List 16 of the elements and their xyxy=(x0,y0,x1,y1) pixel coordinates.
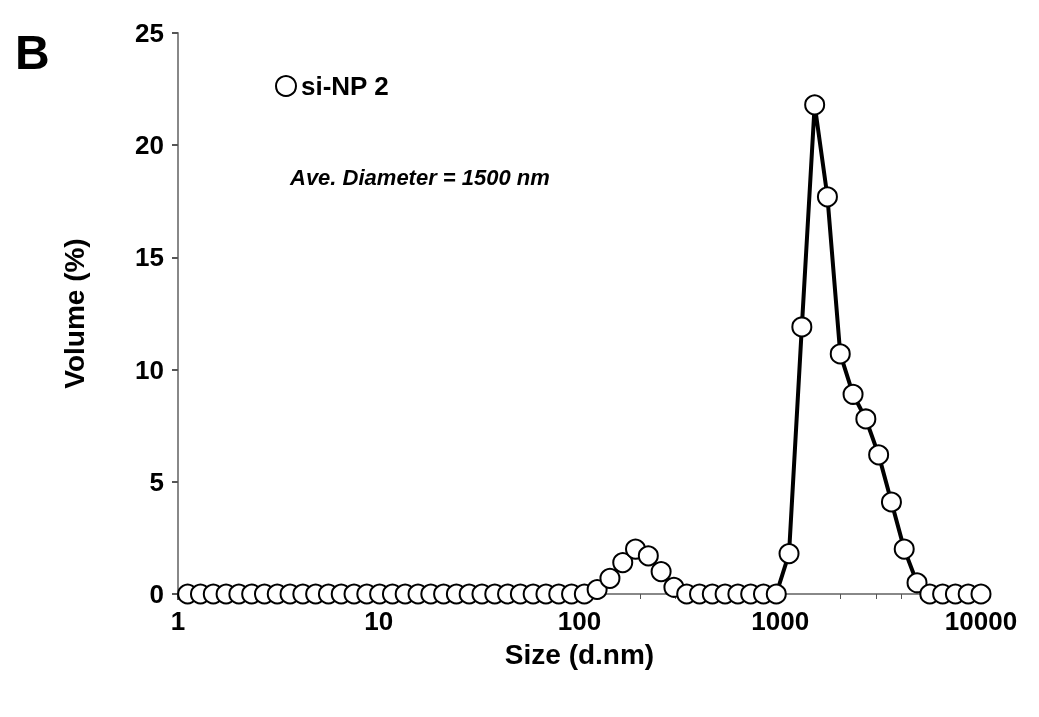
y-tick-label: 15 xyxy=(135,242,164,273)
y-tick-label: 0 xyxy=(149,579,164,609)
x-tick-label: 1 xyxy=(170,606,186,636)
annotation: Ave. Diameter = 1500 nm xyxy=(289,164,550,190)
y-axis-title: Volume (%) xyxy=(58,238,90,389)
y-tick-label: 20 xyxy=(135,130,164,161)
x-tick-label: 10000 xyxy=(944,606,1018,636)
x-tick-label: 10 xyxy=(364,606,394,636)
y-tick-label: 5 xyxy=(149,466,164,497)
x-tick-label: 100 xyxy=(557,606,602,636)
legend-label: si-NP 2 xyxy=(301,71,389,101)
y-tick-label: 10 xyxy=(135,354,164,385)
y-tick-label: 25 xyxy=(135,18,164,48)
x-axis-title: Size (d.nm) xyxy=(504,638,655,670)
x-tick-label: 1000 xyxy=(751,606,810,636)
text: B xyxy=(15,25,50,79)
